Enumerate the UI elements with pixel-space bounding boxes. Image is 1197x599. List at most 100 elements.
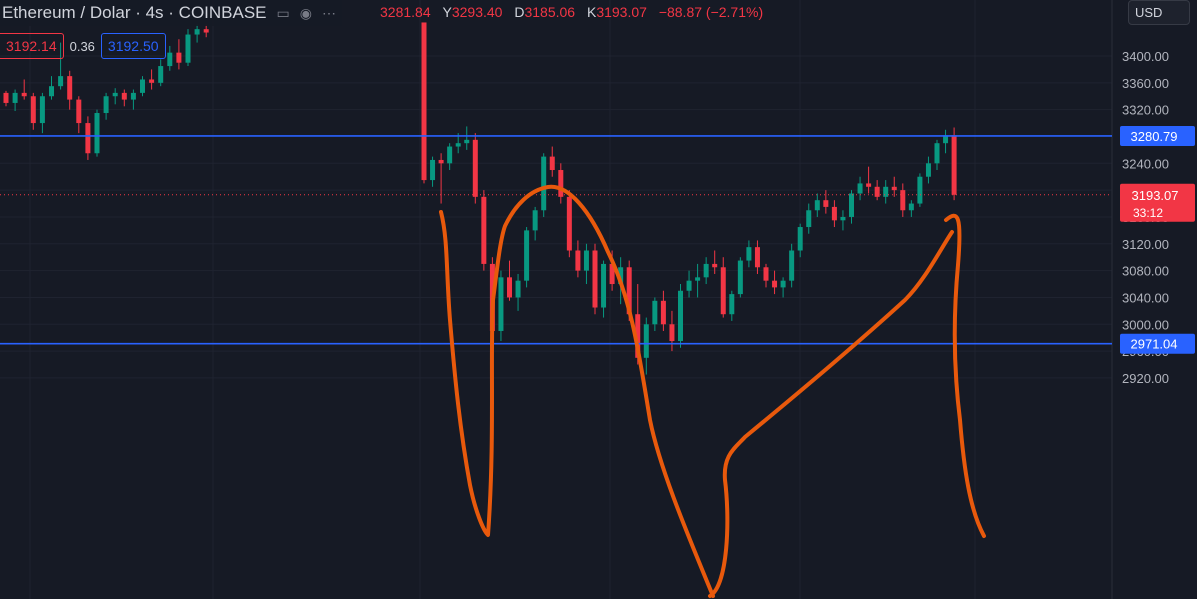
candle-body <box>524 230 530 281</box>
candle-body <box>194 29 200 35</box>
candle-body <box>943 135 949 144</box>
candle-body <box>695 277 701 281</box>
candle-body <box>438 159 444 164</box>
candle-body <box>806 210 812 228</box>
ohlc-high: 3293.40 <box>451 4 503 20</box>
candle-body <box>85 123 91 154</box>
candle-body <box>797 227 803 251</box>
currency-select[interactable]: USD <box>1128 0 1190 25</box>
horizontal-line-label-box <box>1120 125 1195 146</box>
candle-body <box>158 66 164 83</box>
candle-body <box>908 203 914 211</box>
candle-body <box>737 260 743 295</box>
current-price-label: 3193.07 <box>1132 188 1179 203</box>
candle-body <box>481 196 487 264</box>
eye-icon[interactable]: ◉ <box>299 4 312 21</box>
ohlc-change: −88.87 (−2.71%) <box>658 4 764 20</box>
currency-label: USD <box>1135 5 1163 20</box>
candle-body <box>121 92 127 100</box>
candle-body <box>203 29 209 33</box>
ohlc-low: 3185.06 <box>524 4 576 20</box>
candle-body <box>866 183 872 187</box>
candle-body <box>430 159 436 181</box>
countdown-label: 33:12 <box>1133 206 1163 220</box>
candle-body <box>94 113 100 154</box>
candle-body <box>951 135 957 195</box>
candle-body <box>857 183 863 194</box>
candle-body <box>185 34 191 63</box>
candle-body <box>507 277 512 298</box>
price-tick-label: 2920.00 <box>1122 371 1169 386</box>
candle-body <box>76 99 82 124</box>
candle-body <box>925 163 931 177</box>
candle-body <box>447 146 453 164</box>
candle-body <box>67 76 73 100</box>
price-tick-label: 3320.00 <box>1122 103 1169 118</box>
candle-body <box>891 186 897 191</box>
candle-body <box>840 216 846 221</box>
candle-body <box>618 267 624 285</box>
candle-body <box>49 86 54 97</box>
symbol-title[interactable]: Ethereum / Dolar · 4s · COINBASE <box>2 3 267 22</box>
candle-body <box>58 76 64 87</box>
candle-body <box>746 247 752 261</box>
drawing-stroke <box>708 230 954 598</box>
candle-body <box>464 139 470 144</box>
drawing-stroke <box>944 213 986 538</box>
candle-body <box>874 186 880 197</box>
candle-body <box>686 280 692 291</box>
candle-body <box>823 200 829 207</box>
ohlc-open: 3281.84 <box>380 4 431 20</box>
price-tick-label: 3000.00 <box>1122 317 1169 332</box>
candle-body <box>609 263 615 285</box>
candle-body <box>455 143 461 147</box>
candle-body <box>103 96 109 114</box>
price-tick-label: 3120.00 <box>1122 237 1169 252</box>
candle-body <box>772 280 778 288</box>
candle-body <box>532 210 538 231</box>
candle-body <box>541 156 547 211</box>
candle-body <box>130 92 136 100</box>
more-icon[interactable]: ⋯ <box>321 4 336 21</box>
price-axis <box>1112 0 1197 599</box>
price-tick-label: 3080.00 <box>1122 264 1169 279</box>
candle-body <box>583 250 589 271</box>
ohlc-high-key: Y <box>442 4 452 20</box>
candle-body <box>176 52 182 63</box>
price-tick-label: 3400.00 <box>1122 49 1169 64</box>
candle-body <box>140 79 145 93</box>
price-tick-label: 3240.00 <box>1122 156 1169 171</box>
candle-body <box>917 176 923 204</box>
candle-body <box>21 92 27 97</box>
candle-body <box>652 300 658 325</box>
candle-body <box>883 186 889 197</box>
candle-body <box>566 196 572 251</box>
candle-body <box>592 250 598 308</box>
symbol-header: Ethereum / Dolar · 4s · COINBASE ▭ ◉ ⋯ <box>0 0 342 26</box>
ohlc-close: 3193.07 <box>596 4 647 20</box>
candle-body <box>754 247 760 268</box>
candle-body <box>421 22 427 181</box>
ohlc-low-key: D <box>514 4 525 20</box>
candle-body <box>635 314 641 358</box>
candle-body <box>703 263 709 278</box>
buy-button[interactable]: 3192.50 <box>100 33 166 59</box>
sell-button[interactable]: 3192.14 <box>0 33 64 59</box>
price-tick-label: 3360.00 <box>1122 76 1169 91</box>
candle-body <box>626 267 632 315</box>
box-icon[interactable]: ▭ <box>276 4 290 21</box>
candle-body <box>712 263 718 268</box>
candle-body <box>763 267 769 281</box>
candle-body <box>498 277 504 331</box>
candle-body <box>780 280 786 288</box>
candle-body <box>167 52 173 67</box>
candle-body <box>643 324 649 358</box>
ohlc-close-key: K <box>586 4 597 20</box>
candle-body <box>549 156 555 171</box>
spread-value: 0.36 <box>69 38 95 54</box>
current-price-label-box <box>1120 183 1195 222</box>
candle-body <box>669 324 675 342</box>
horizontal-line-label: 2971.04 <box>1131 337 1178 352</box>
